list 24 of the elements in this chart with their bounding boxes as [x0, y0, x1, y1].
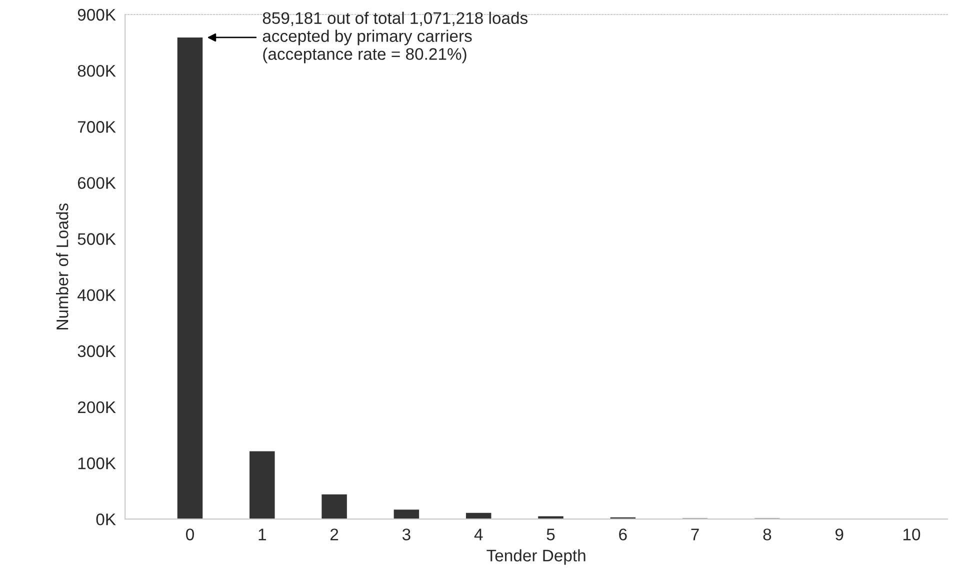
x-tick-label: 5: [546, 528, 555, 540]
annotation: 859,181 out of total 1,071,218 loads accepted by primary carriers (acceptance rate = 80.21%): [262, 12, 528, 64]
x-axis-title: Tender Depth: [486, 549, 586, 565]
y-tick-label: 500K: [78, 233, 116, 245]
x-tick-label: 9: [835, 528, 844, 540]
y-tick-label: 800K: [78, 64, 116, 77]
x-tick-label: 3: [402, 528, 410, 540]
y-tick-label: 0K: [96, 514, 116, 526]
x-tick-label: 10: [904, 528, 920, 540]
y-tick-label: 600K: [78, 177, 116, 189]
x-tick-label: 7: [691, 528, 699, 540]
y-tick-label: 700K: [78, 121, 116, 133]
x-tick-label: 4: [474, 528, 483, 540]
x-tick-label: 0: [186, 528, 194, 540]
x-tick-label: 8: [763, 528, 772, 540]
y-tick-label: 900K: [78, 8, 116, 21]
x-tick-label: 1: [258, 528, 266, 540]
y-tick-label: 400K: [77, 289, 116, 302]
y-tick-label: 300K: [78, 345, 116, 358]
x-tick-label: 6: [619, 528, 627, 540]
y-tick-label: 100K: [78, 457, 116, 470]
x-tick-label: 2: [330, 528, 338, 540]
y-axis-title: Number of Loads: [56, 203, 68, 330]
y-tick-label: 200K: [78, 401, 116, 414]
